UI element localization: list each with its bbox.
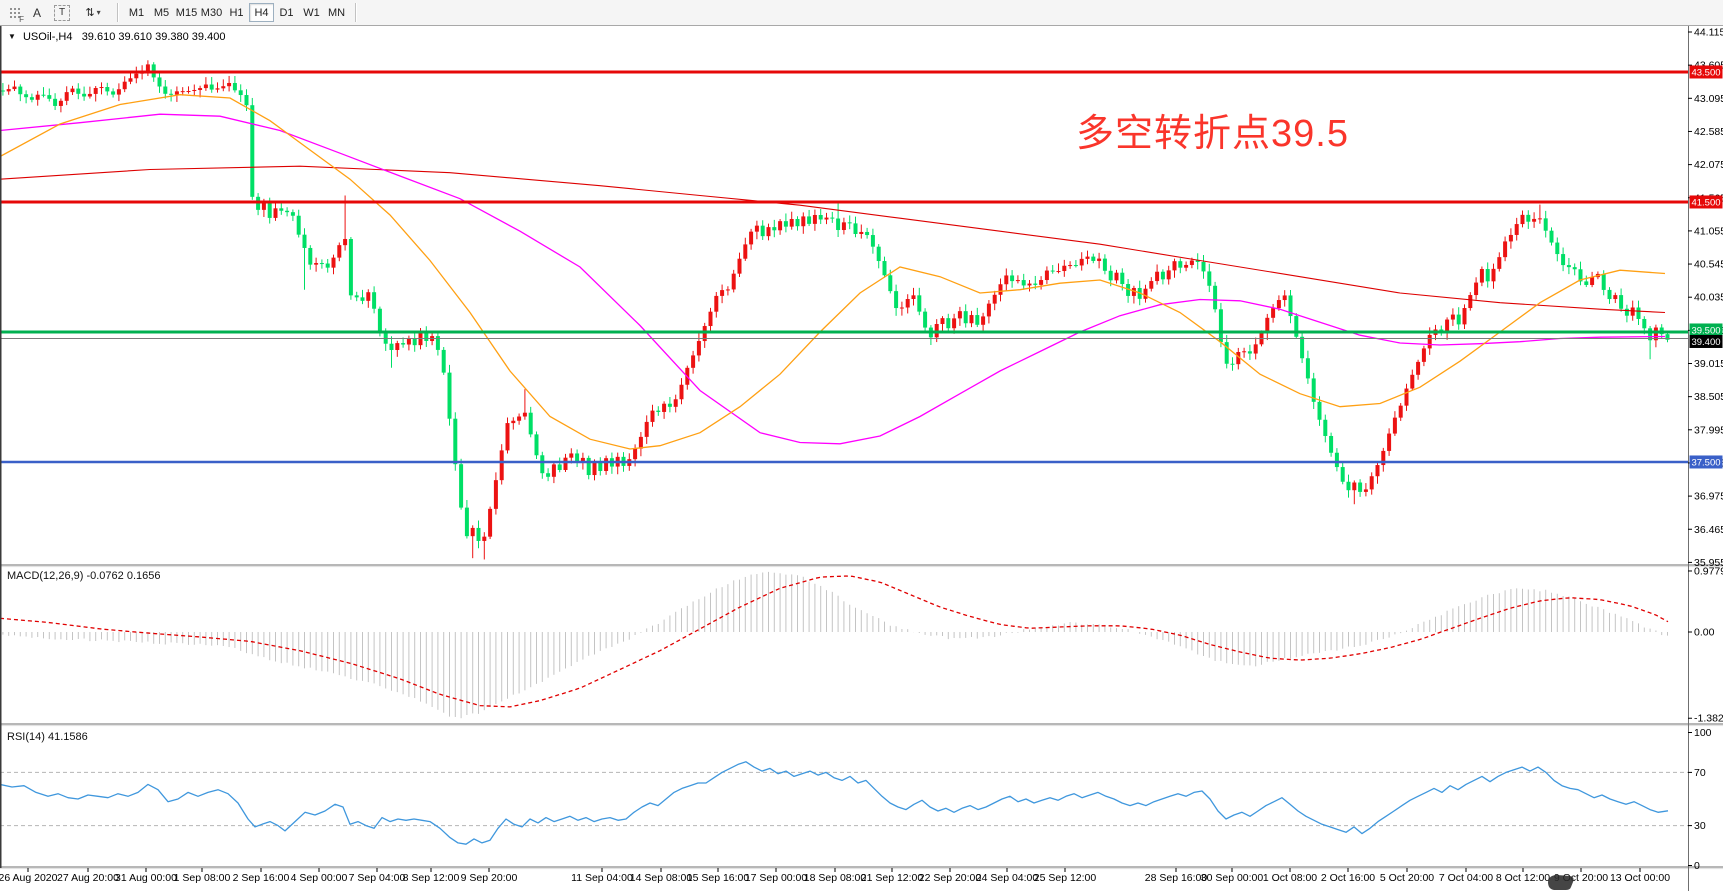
- price-tick-label: 42.585: [1694, 126, 1723, 138]
- rsi-indicator-label: RSI(14) 41.1586: [7, 731, 88, 743]
- date-tick-label: 7 Sep 04:00: [349, 872, 406, 884]
- date-tick-label: 28 Sep 16:00: [1145, 872, 1208, 884]
- date-tick-label: 13 Oct 00:00: [1610, 872, 1670, 884]
- date-tick-label: 4 Sep 00:00: [291, 872, 348, 884]
- date-tick-label: 11 Sep 04:00: [571, 872, 633, 884]
- toolbar: F A T ⇅ ▾ M1 M5 M15 M30 H1 H4 D1 W1 MN: [0, 0, 1723, 26]
- date-tick-label: 24 Sep 04:00: [976, 872, 1039, 884]
- symbol-dropdown-icon[interactable]: ▼: [8, 32, 16, 41]
- macd-tick-label: 0.00: [1694, 627, 1715, 639]
- date-tick-label: 27 Aug 20:00: [57, 872, 119, 884]
- price-tick-label: 38.505: [1694, 391, 1723, 403]
- svg-text:39.500: 39.500: [1691, 325, 1720, 336]
- date-tick-label: 25 Sep 12:00: [1034, 872, 1097, 884]
- timeframe-m30-button[interactable]: M30: [199, 3, 224, 22]
- rsi-line: [0, 761, 1669, 845]
- date-tick-label: 21 Sep 12:00: [861, 872, 924, 884]
- date-tick-label: 9 Sep 20:00: [461, 872, 518, 884]
- rsi-tick-label: 100: [1694, 727, 1712, 739]
- text-label-tool-icon[interactable]: T: [49, 1, 75, 24]
- date-tick-label: 30 Sep 00:00: [1201, 872, 1264, 884]
- date-tick-label: 18 Sep 08:00: [804, 872, 867, 884]
- arrow-objects-icon: ⇅: [85, 7, 95, 19]
- rsi-tick-label: 30: [1694, 820, 1706, 832]
- level-badge-37.500: 37.500: [1689, 455, 1723, 469]
- date-tick-label: 14 Sep 08:00: [630, 872, 693, 884]
- svg-text:39.400: 39.400: [1691, 337, 1720, 348]
- plot-area[interactable]: [0, 25, 1688, 868]
- chart-title[interactable]: ▼ USOil-,H4 39.610 39.610 39.380 39.400: [8, 31, 225, 43]
- ma-fast-line: [0, 94, 1666, 450]
- rsi-tick-label: 70: [1694, 767, 1706, 779]
- ma-mid-line: [0, 113, 1666, 445]
- date-tick-label: 2 Sep 16:00: [233, 872, 290, 884]
- date-tick-label: 7 Oct 04:00: [1439, 872, 1493, 884]
- date-tick-label: 31 Aug 00:00: [115, 872, 177, 884]
- dropdown-caret-icon: ▾: [96, 8, 101, 17]
- timeframe-d1-button[interactable]: D1: [274, 3, 299, 22]
- timeframe-m5-button[interactable]: M5: [149, 3, 174, 22]
- timeframe-mn-button[interactable]: MN: [324, 3, 349, 22]
- price-tick-label: 35.955: [1694, 557, 1723, 569]
- date-tick-label: 17 Sep 00:00: [745, 872, 808, 884]
- mouse-cursor: [1548, 875, 1574, 890]
- date-tick-label: 5 Oct 20:00: [1380, 872, 1434, 884]
- timeframe-m15-button[interactable]: M15: [174, 3, 199, 22]
- toolbar-separator: [355, 3, 356, 22]
- fibonacci-retracement-icon[interactable]: F: [3, 1, 25, 24]
- price-tick-label: 43.095: [1694, 93, 1723, 105]
- ohlc-values: 39.610 39.610 39.380 39.400: [81, 31, 226, 43]
- text-tool-icon[interactable]: A: [32, 5, 41, 20]
- timeframe-h4-button[interactable]: H4: [249, 3, 274, 22]
- date-tick-label: 15 Sep 16:00: [687, 872, 750, 884]
- ma-slow-line: [0, 165, 1666, 314]
- arrow-objects-button[interactable]: ⇅ ▾: [75, 1, 111, 24]
- date-tick-label: 2 Oct 16:00: [1321, 872, 1375, 884]
- price-tick-label: 41.055: [1694, 225, 1723, 237]
- price-axis[interactable]: 44.11543.60543.09542.58542.07541.56541.0…: [1688, 27, 1723, 873]
- level-badge-41.500: 41.500: [1689, 195, 1723, 209]
- rsi-tick-label: 0: [1694, 860, 1700, 872]
- price-tick-label: 42.075: [1694, 159, 1723, 171]
- series-layer: [0, 60, 1688, 845]
- level-badge-43.500: 43.500: [1689, 65, 1723, 79]
- price-tick-label: 39.015: [1694, 358, 1723, 370]
- level-badge-39.500: 39.500: [1689, 323, 1723, 337]
- macd-panel: [0, 571, 1669, 719]
- fibonacci-f-glyph: F: [19, 15, 24, 24]
- annotation-text: 多空转折点39.5: [1076, 113, 1349, 155]
- date-tick-label: 1 Oct 08:00: [1263, 872, 1317, 884]
- price-tick-label: 40.545: [1694, 259, 1723, 271]
- symbol-timeframe-label: USOil-,H4: [22, 31, 73, 43]
- timeframe-m1-button[interactable]: M1: [124, 3, 149, 22]
- date-tick-label: 8 Sep 12:00: [403, 872, 460, 884]
- toolbar-separator: [117, 3, 118, 22]
- date-tick-label: 8 Oct 12:00: [1496, 872, 1550, 884]
- macd-indicator-label: MACD(12,26,9) -0.0762 0.1656: [7, 570, 161, 582]
- price-tick-label: 40.035: [1694, 292, 1723, 304]
- date-tick-label: 22 Sep 20:00: [919, 872, 982, 884]
- date-tick-label: 26 Aug 2020: [0, 872, 58, 884]
- date-tick-label: 1 Sep 08:00: [174, 872, 231, 884]
- svg-text:41.500: 41.500: [1691, 197, 1720, 208]
- macd-tick-label: -1.382: [1694, 713, 1723, 725]
- svg-text:43.500: 43.500: [1691, 67, 1720, 78]
- rsi-panel: [0, 761, 1688, 845]
- timeframe-h1-button[interactable]: H1: [224, 3, 249, 22]
- price-tick-label: 36.465: [1694, 524, 1723, 536]
- current-price-badge: 39.400: [1689, 334, 1723, 348]
- price-tick-label: 44.115: [1694, 27, 1723, 39]
- price-tick-label: 37.995: [1694, 424, 1723, 436]
- fibonacci-grid-dots: [7, 6, 21, 19]
- svg-text:37.500: 37.500: [1691, 457, 1720, 468]
- price-tick-label: 36.975: [1694, 491, 1723, 503]
- macd-tick-label: 0.9779: [1694, 565, 1723, 577]
- timeframe-w1-button[interactable]: W1: [299, 3, 324, 22]
